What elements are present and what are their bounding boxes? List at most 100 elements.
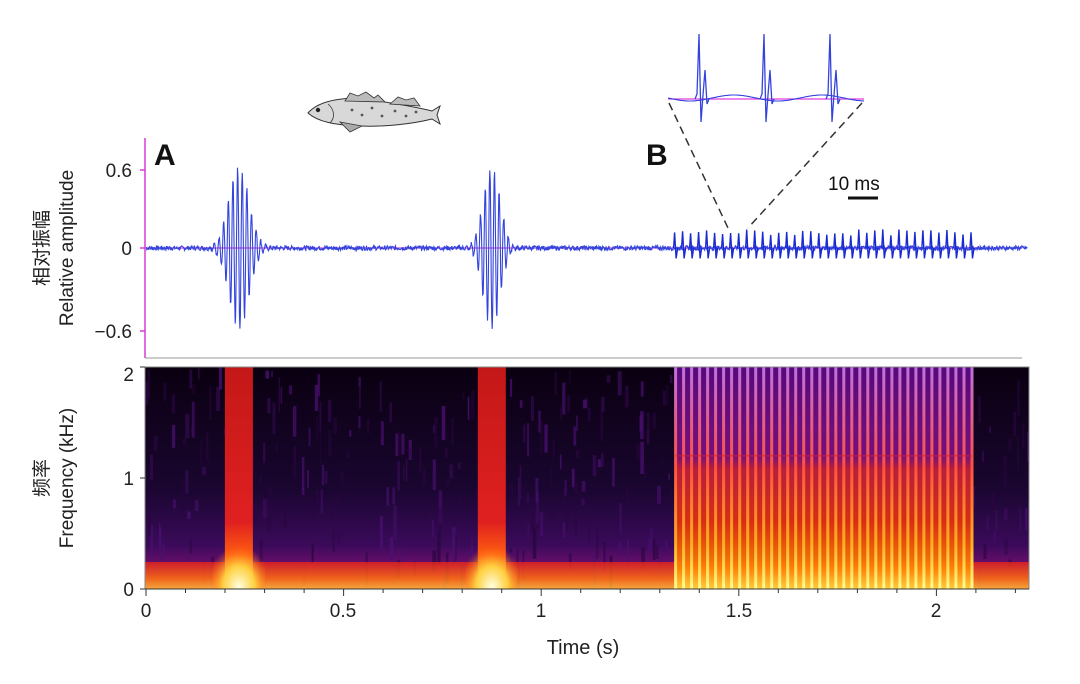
spectrogram-noise-streak	[268, 486, 273, 496]
spectrogram-noise-streak	[539, 512, 544, 536]
spectrogram-noise-streak	[993, 530, 996, 543]
spectrogram-noise-streak	[313, 500, 316, 522]
spectrogram-noise-streak	[601, 453, 604, 467]
train-harmonic-line	[730, 367, 734, 589]
spectrogram-noise-streak	[1026, 431, 1029, 462]
goby-fish-illustration	[307, 91, 441, 133]
train-pulse	[720, 233, 727, 259]
spectrogram-noise-streak	[332, 529, 336, 552]
train-pulse	[881, 229, 887, 259]
train-pulse	[849, 235, 855, 259]
spectrogram-noise-streak	[452, 527, 456, 563]
spectrogram-noise-streak	[432, 459, 436, 490]
time-tick-label: 0.5	[330, 601, 356, 622]
burst-hotspot	[212, 539, 266, 589]
time-tick-label: 1.5	[726, 601, 752, 622]
spectrogram-noise-streak	[324, 471, 328, 484]
spectrogram-noise-streak	[475, 489, 479, 516]
train-pulse	[905, 230, 911, 259]
spectrogram-noise-streak	[568, 370, 571, 385]
spectrogram-noise-streak	[423, 468, 426, 484]
spectrogram-noise-streak	[158, 522, 161, 548]
train-pulse	[969, 232, 975, 259]
spectrogram-noise-streak	[527, 423, 530, 457]
spec-ytick-label: 0	[123, 580, 134, 601]
train-harmonic-line	[746, 367, 750, 589]
spectrogram-noise-streak	[567, 395, 570, 413]
train-harmonic-line	[962, 367, 966, 589]
spec-ylabel: Frequency (kHz)	[57, 408, 78, 548]
train-harmonic-line	[938, 367, 942, 589]
spectrogram-noise-streak	[349, 430, 352, 437]
spectrogram-noise-streak	[665, 540, 668, 550]
time-axis: 0 0.5 1 1.5 2 Time (s)	[141, 588, 1029, 659]
train-pulse	[696, 231, 703, 259]
spectrogram-noise-streak	[619, 503, 622, 534]
spectrogram-noise-streak	[538, 410, 541, 433]
spectrogram-noise-streak	[458, 462, 461, 469]
train-harmonic-line	[922, 367, 926, 589]
train-pulse	[688, 233, 695, 259]
spec-ytick-label: 2	[123, 365, 134, 386]
train-harmonic-line	[954, 367, 958, 589]
spectrogram-noise-streak	[187, 511, 191, 520]
train-pulse	[833, 233, 839, 259]
inset-pulse	[825, 33, 841, 123]
spectrogram-noise-streak	[646, 429, 650, 444]
spectrogram-axis: 2 1 0 频率 Frequency (kHz)	[31, 365, 145, 601]
train-harmonic-line	[890, 367, 894, 589]
spectrogram-noise-streak	[603, 542, 606, 572]
train-pulse	[793, 234, 799, 259]
spectrogram-noise-streak	[311, 543, 314, 563]
train-pulse	[745, 229, 751, 259]
spectrogram-noise-streak	[438, 490, 443, 524]
train-harmonic-line	[714, 367, 718, 589]
train-harmonic-line	[882, 367, 886, 589]
train-pulse	[873, 230, 879, 259]
spectrogram-noise-streak	[162, 543, 165, 560]
train-pulse	[761, 231, 767, 259]
spectrogram-noise-streak	[206, 431, 209, 462]
spectrogram-noise-streak	[549, 468, 553, 485]
spectrogram-noise-streak	[405, 459, 408, 482]
train-pulse	[889, 235, 895, 259]
spectrogram-noise-streak	[263, 499, 267, 518]
spectrogram-noise-streak	[171, 394, 176, 413]
spectrogram-noise-streak	[433, 424, 435, 433]
spectrogram-noise-streak	[575, 450, 580, 459]
spectrogram-noise-streak	[554, 371, 558, 395]
train-harmonic-line	[946, 367, 950, 589]
spectrogram-noise-streak	[540, 421, 543, 454]
spectrogram-noise-streak	[185, 553, 190, 561]
inset-waveform	[667, 33, 865, 123]
spectrogram-noise-streak	[655, 545, 659, 559]
waveform-line	[145, 167, 1028, 329]
spectrogram-noise-streak	[302, 487, 305, 495]
spectrogram-noise-streak	[612, 458, 615, 487]
spectrogram-noise-streak	[389, 537, 394, 561]
wave-ytick-label: −0.6	[94, 322, 132, 343]
spectrogram-noise-streak	[181, 480, 185, 516]
spectrogram-noise-streak	[397, 430, 400, 456]
spectrogram-noise-streak	[568, 553, 572, 571]
spectrogram-noise-streak	[307, 469, 309, 488]
spectrogram-noise-streak	[275, 444, 278, 453]
train-harmonic-line	[762, 367, 766, 589]
spectrogram-noise-streak	[254, 500, 257, 528]
spectrogram-noise-streak	[150, 524, 153, 557]
spectrogram-noise-streak	[284, 498, 287, 529]
spectrogram-noise-streak	[159, 527, 162, 562]
train-pulse	[769, 234, 775, 259]
spectrogram-noise-streak	[148, 514, 151, 536]
train-pulse	[680, 231, 687, 259]
train-pulse	[712, 232, 719, 259]
spectrogram-noise-streak	[605, 552, 608, 563]
spectrogram-noise-streak	[401, 433, 405, 455]
spectrogram-noise-streak	[511, 484, 514, 493]
spectrogram-noise-streak	[470, 390, 475, 420]
spectrogram-noise-streak	[1025, 508, 1028, 530]
spectrogram-noise-streak	[668, 473, 670, 480]
spectrogram-noise-streak	[330, 502, 334, 518]
spectrogram-noise-streak	[1004, 539, 1008, 555]
inset-pulse	[759, 33, 775, 123]
